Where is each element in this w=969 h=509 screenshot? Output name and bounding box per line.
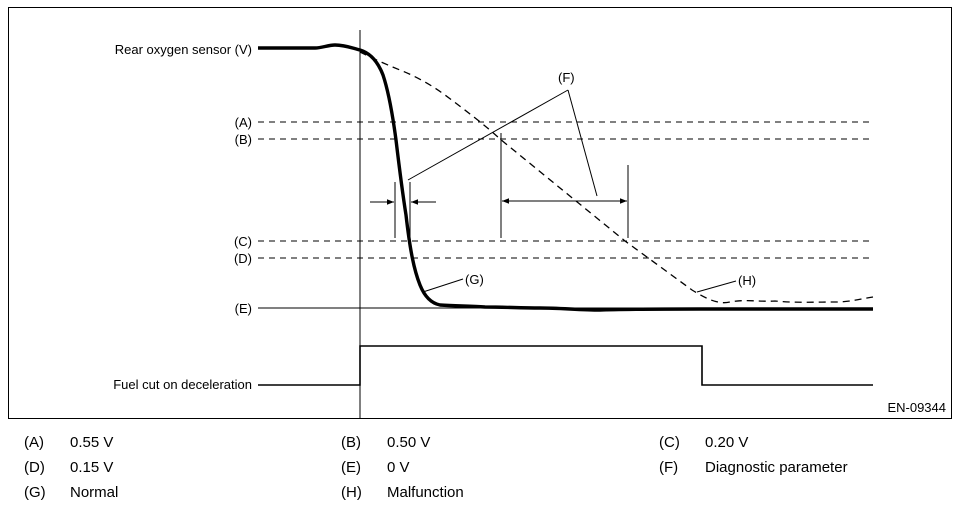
fuel-cut-label: Fuel cut on deceleration (113, 377, 252, 392)
level-label-b: (B) (235, 132, 252, 147)
legend-value: Diagnostic parameter (705, 459, 848, 476)
figure-code: EN-09344 (887, 400, 946, 415)
malfunction-trace (359, 51, 874, 304)
legend-value: 0.15 V (70, 459, 114, 476)
legend-key: (D) (24, 459, 45, 476)
fuel-cut-signal (258, 345, 873, 386)
legend-key: (E) (341, 459, 361, 476)
callout-g-label: (G) (465, 272, 484, 287)
level-label-a: (A) (235, 115, 252, 130)
legend-key: (C) (659, 434, 680, 451)
legend-key: (G) (24, 484, 46, 501)
diagram-frame (8, 7, 952, 419)
normal-trace (258, 43, 873, 312)
callout-g-leader (422, 278, 464, 293)
callout-f-label: (F) (558, 70, 575, 85)
legend-value: 0.55 V (70, 434, 114, 451)
legend-value: Malfunction (387, 484, 464, 501)
level-label-d: (D) (234, 251, 252, 266)
legend: (A) 0.55 V (B) 0.50 V (C) 0.20 V (D) 0.1… (0, 430, 969, 509)
callout-f-leader-normal (407, 89, 569, 181)
callout-f-leader-malfunction (567, 89, 598, 197)
level-label-e: (E) (235, 301, 252, 316)
legend-key: (F) (659, 459, 679, 476)
legend-key: (B) (341, 434, 361, 451)
legend-value: 0 V (387, 459, 410, 476)
legend-key: (H) (341, 484, 362, 501)
callout-h-leader (696, 280, 737, 293)
legend-value: 0.50 V (387, 434, 431, 451)
legend-value: Normal (70, 484, 119, 501)
callout-h-label: (H) (738, 273, 756, 288)
legend-key: (A) (24, 434, 44, 451)
y-axis-label: Rear oxygen sensor (V) (115, 42, 252, 57)
level-label-c: (C) (234, 234, 252, 249)
legend-value: 0.20 V (705, 434, 749, 451)
